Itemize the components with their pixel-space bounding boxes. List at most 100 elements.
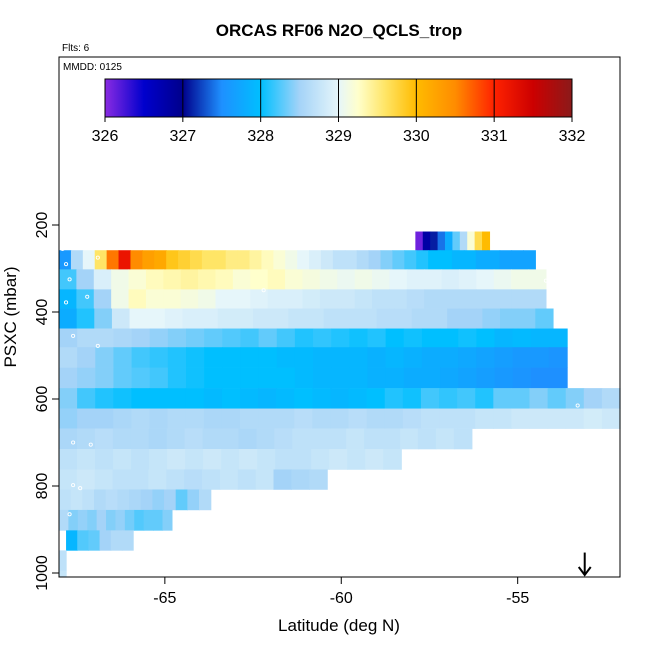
heatmap-cell [447,308,466,329]
scatter-point [543,278,548,283]
heatmap-cell [221,408,241,429]
heatmap-cell [494,328,514,348]
heatmap-cell [149,449,168,470]
heatmap-cell [76,289,95,309]
scatter-point [67,564,72,569]
heatmap-cell [59,570,67,578]
heatmap-cell [164,489,177,511]
heatmap-cell [435,428,455,450]
heatmap-cell [302,269,321,290]
heatmap-cell [493,269,512,290]
heatmap-cell [213,250,227,270]
heatmap-cell [285,289,304,309]
heatmap-cell [222,328,242,348]
heatmap-cell [444,231,454,251]
heatmap-cell [270,308,289,329]
heatmap-cell [548,347,568,368]
heatmap-cell [237,469,257,490]
heatmap-cell [421,367,441,389]
heatmap-cell [163,289,182,309]
heatmap-cell [225,250,239,270]
heatmap-cell [285,269,304,290]
heatmap-cells [59,231,621,578]
heatmap-cell [149,367,169,389]
scatter-points [60,242,587,569]
heatmap-cell [312,408,332,429]
heatmap-cell [458,269,477,290]
heatmap-cell [198,269,217,290]
heatmap-cell [421,347,441,368]
heatmap-cell [95,408,114,429]
heatmap-cell [59,328,78,348]
heatmap-cell [457,388,476,409]
heatmap-cell [529,388,549,409]
heatmap-cell [59,367,78,389]
heatmap-cell [367,347,387,368]
heatmap-cell [240,347,260,368]
heatmap-cell [583,388,603,409]
chart-title: ORCAS RF06 N2O_QCLS_trop [216,21,463,40]
scatter-point [261,288,266,293]
heatmap-cell [565,408,585,429]
heatmap-cell [276,347,296,368]
heatmap-cell [167,388,187,409]
heatmap-cell [294,367,314,389]
heatmap-cell [258,388,277,409]
heatmap-cell [239,388,259,409]
heatmap-cell [467,231,476,251]
heatmap-cell [182,308,201,329]
heatmap-cell [222,367,242,389]
heatmap-cell [261,250,274,270]
heatmap-cell [382,428,401,450]
heatmap-cell [344,250,358,270]
heatmap-cell [313,367,332,389]
heatmap-cell [95,328,115,348]
scatter-point [582,431,587,436]
heatmap-cell [424,289,443,309]
heatmap-cell [511,250,525,270]
heatmap-cell [118,250,132,270]
annotations [577,552,592,577]
heatmap-cell [77,408,96,429]
heatmap-cell [258,408,277,429]
heatmap-cell [430,231,439,251]
heatmap-cell [487,250,501,270]
heatmap-cell [203,388,223,409]
heatmap-cell [383,449,402,470]
heatmap-cell [530,328,550,348]
heatmap-cell [175,489,188,511]
heatmap-cell [221,449,240,470]
heatmap-cell [476,269,495,290]
heatmap-cell [222,347,242,368]
heatmap-cell [294,408,313,429]
heatmap-cell [358,308,378,329]
heatmap-cell [76,428,96,450]
heatmap-cell [94,250,108,270]
colorbar-tick-label: 329 [325,128,352,145]
heatmap-cell [547,408,567,429]
heatmap-cell [457,408,476,429]
heatmap-cell [66,530,78,551]
heatmap-cell [239,449,258,470]
heatmap-cell [451,250,465,270]
heatmap-cell [239,408,259,429]
colorbar-tick-label: 328 [247,128,274,145]
scatter-point [64,262,69,267]
x-tick-label: -65 [153,590,176,607]
heatmap-cell [464,308,483,329]
heatmap-cell [145,289,164,309]
scatter-point [64,300,69,305]
scatter-point [67,512,72,517]
heatmap-cell [94,428,114,450]
heatmap-cell [275,449,294,470]
heatmap-cell [154,250,167,270]
scatter-point [550,303,556,308]
heatmap-cell [180,269,199,290]
heatmap-cell [494,367,514,389]
heatmap-cell [476,367,496,389]
heatmap-cell [113,347,133,368]
heatmap-cell [420,388,440,409]
heatmap-cell [204,347,223,368]
heatmap-cell [385,367,405,389]
heatmap-cell [493,289,512,309]
